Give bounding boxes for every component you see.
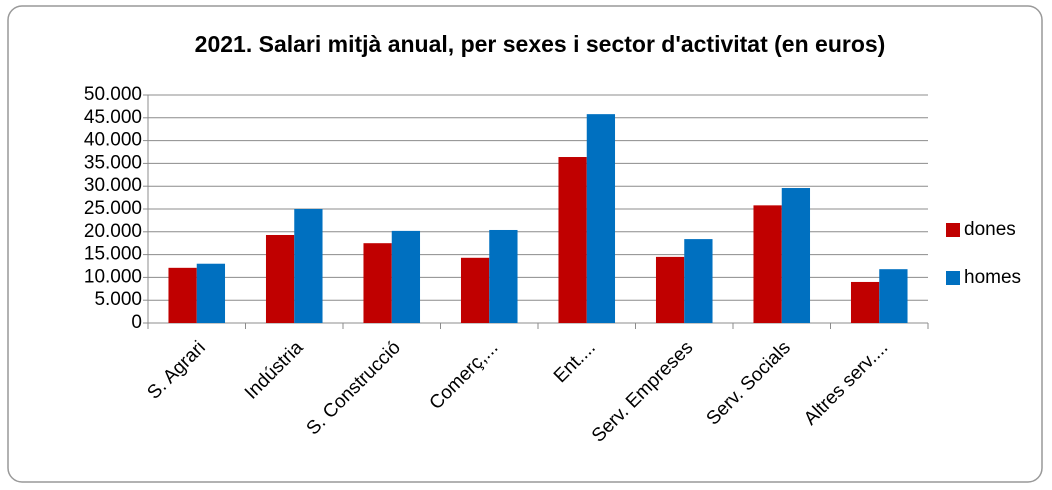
- chart-title: 2021. Salari mitjà anual, per sexes i se…: [194, 31, 886, 57]
- y-tick-label: 40.000: [84, 130, 142, 151]
- bar: [489, 229, 518, 323]
- bar: [168, 267, 197, 323]
- bar: [363, 243, 392, 323]
- legend-swatch: [946, 223, 960, 237]
- y-tick-label: 0: [131, 312, 142, 333]
- bar: [684, 239, 713, 323]
- bar: [391, 230, 421, 323]
- bar: [753, 205, 782, 323]
- bar: [586, 114, 616, 323]
- bar: [558, 157, 587, 323]
- y-tick-label: 15.000: [84, 244, 142, 265]
- bar: [850, 281, 880, 323]
- bar: [265, 234, 295, 323]
- y-tick-label: 25.000: [84, 198, 142, 219]
- y-tick-label: 45.000: [84, 107, 142, 128]
- chart-frame: [7, 5, 1043, 483]
- y-tick-label: 5.000: [94, 289, 142, 310]
- bar: [294, 209, 323, 323]
- y-tick-label: 35.000: [84, 152, 142, 173]
- bar: [196, 263, 226, 323]
- legend-label: homes: [964, 267, 1021, 288]
- y-tick-label: 50.000: [84, 84, 142, 105]
- y-tick-label: 10.000: [84, 266, 142, 287]
- bar: [655, 256, 685, 323]
- y-tick-label: 30.000: [84, 175, 142, 196]
- bar: [781, 188, 811, 323]
- bar: [460, 257, 490, 323]
- bar: [879, 269, 908, 323]
- legend-label: dones: [964, 219, 1016, 240]
- y-tick-label: 20.000: [84, 221, 142, 242]
- legend-swatch: [946, 271, 960, 285]
